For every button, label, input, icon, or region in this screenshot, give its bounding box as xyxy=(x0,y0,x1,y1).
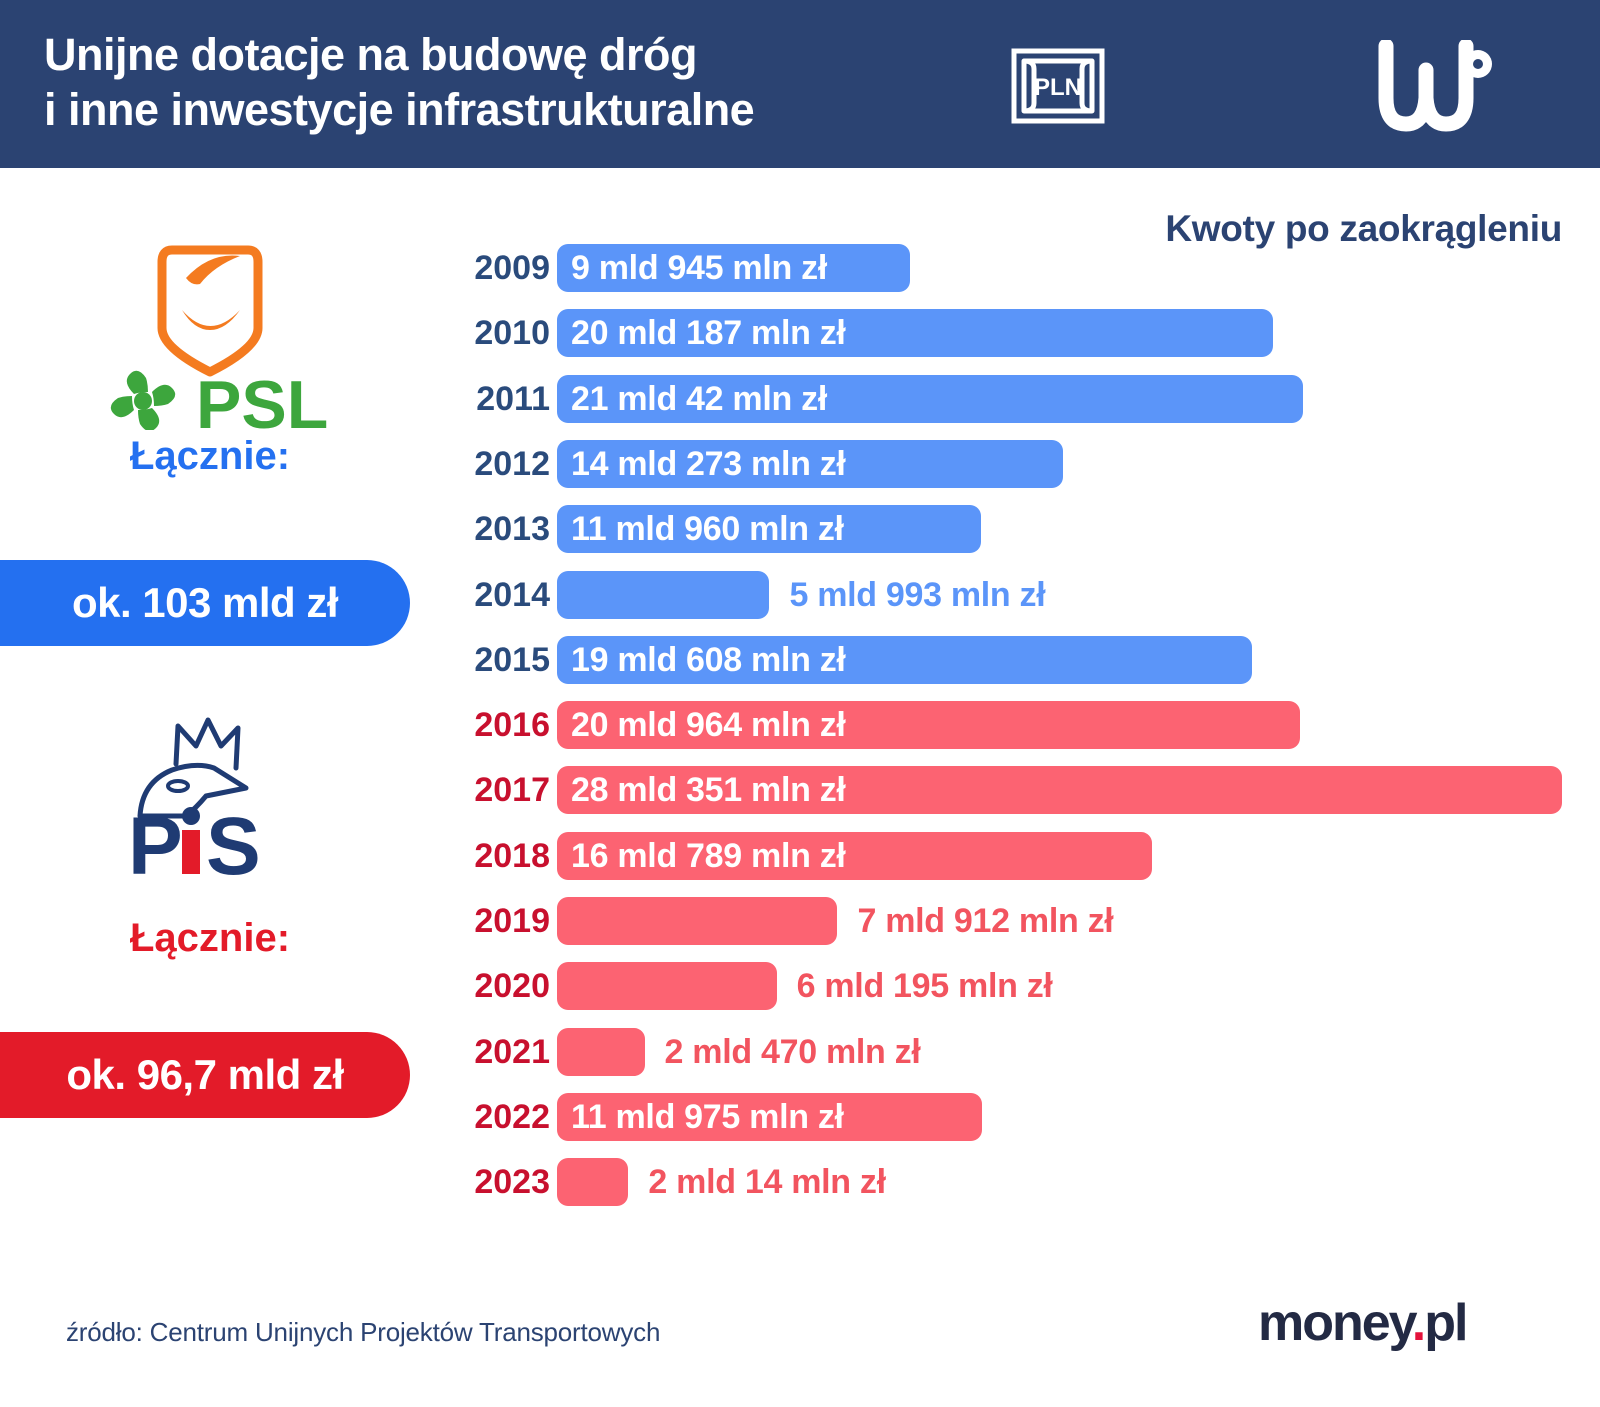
bar-year-label: 2023 xyxy=(474,1163,550,1202)
chart-row: 2021 2 mld 470 mln zł xyxy=(0,1027,1600,1077)
chart-row: 2011 21 mld 42 mln zł xyxy=(0,374,1600,424)
chart-row: 2012 14 mld 273 mln zł xyxy=(0,439,1600,489)
svg-text:P: P xyxy=(128,801,183,892)
bar xyxy=(557,244,910,292)
pln-badge-icon: PLN xyxy=(1010,47,1106,125)
bar xyxy=(557,1092,982,1141)
bar xyxy=(557,374,1303,423)
bar-year-label: 2020 xyxy=(474,967,550,1006)
bar-value-label: 11 mld 960 mln zł xyxy=(571,510,844,549)
bar-year-label: 2011 xyxy=(476,379,550,418)
money-logo-suffix: pl xyxy=(1424,1294,1468,1352)
bar xyxy=(557,897,838,945)
bar xyxy=(557,766,1563,815)
bar-value-label: 11 mld 975 mln zł xyxy=(571,1097,844,1136)
bar xyxy=(557,962,777,1011)
page-title: Unijne dotacje na budowę dróg i inne inw… xyxy=(44,29,755,135)
bar-value-label: 2 mld 470 mln zł xyxy=(664,1032,921,1071)
bar-value-label: 2 mld 14 mln zł xyxy=(648,1163,886,1202)
bar-value-label: 6 mld 195 mln zł xyxy=(796,967,1053,1006)
bar-year-label: 2010 xyxy=(474,314,550,353)
chart-row: 2016 20 mld 964 mln zł xyxy=(0,700,1600,750)
money-logo-dot: . xyxy=(1411,1294,1427,1352)
psl-total-pill: ok. 103 mld zł xyxy=(0,560,410,646)
bar-value-label: 16 mld 789 mln zł xyxy=(571,836,846,875)
bar xyxy=(557,701,1301,750)
pln-badge-label: PLN xyxy=(1034,74,1082,101)
pis-total-pill: ok. 96,7 mld zł xyxy=(0,1032,410,1118)
bar-year-label: 2013 xyxy=(474,510,550,549)
chart-row: 2019 7 mld 912 mln zł xyxy=(0,896,1600,946)
chart-row: 2015 19 mld 608 mln zł xyxy=(0,635,1600,685)
pis-logo: P S PiS xyxy=(0,712,420,912)
chart-row: 2018 16 mld 789 mln zł xyxy=(0,831,1600,881)
bar-year-label: 2022 xyxy=(474,1097,550,1136)
chart-row: 2013 11 mld 960 mln zł xyxy=(0,504,1600,554)
bar-value-label: 20 mld 964 mln zł xyxy=(571,706,846,745)
chart-row: 2017 28 mld 351 mln zł xyxy=(0,765,1600,815)
source-note: źródło: Centrum Unijnych Projektów Trans… xyxy=(66,1317,661,1347)
bar-value-label: 28 mld 351 mln zł xyxy=(571,771,846,810)
bar-value-label: 9 mld 945 mln zł xyxy=(571,249,827,287)
bar xyxy=(557,831,1153,880)
money-logo-main: money xyxy=(1258,1294,1414,1352)
bar-value-label: 21 mld 42 mln zł xyxy=(571,379,827,418)
bar xyxy=(557,1158,629,1207)
bar-year-label: 2018 xyxy=(474,836,550,875)
party-block-pis: P S PiS Łącznie: ok. 96,7 mld zł xyxy=(0,712,420,1118)
svg-text:S: S xyxy=(206,801,261,892)
bar xyxy=(557,635,1253,684)
psl-total-label: Łącznie: xyxy=(129,434,291,478)
chart-row: 2014 5 mld 993 mln zł xyxy=(0,570,1600,620)
bar-value-label: 19 mld 608 mln zł xyxy=(571,640,846,679)
bar-year-label: 2012 xyxy=(474,444,550,483)
bar-year-label: 2016 xyxy=(474,706,550,745)
bar xyxy=(557,439,1063,488)
rounding-note: Kwoty po zaokrągleniu xyxy=(1165,208,1562,249)
bar-year-label: 2014 xyxy=(474,575,550,614)
bar xyxy=(557,309,1273,358)
bar-year-label: 2009 xyxy=(474,249,550,287)
party-block-psl: PSL Łącznie: ok. 103 mld zł xyxy=(0,230,420,646)
chart-row: 2023 2 mld 14 mln zł xyxy=(0,1157,1600,1207)
wp-logo-icon xyxy=(1378,38,1496,132)
bar-value-label: 14 mld 273 mln zł xyxy=(571,444,846,483)
money-pl-logo: money.pl xyxy=(1258,1293,1468,1353)
chart-row: 2022 11 mld 975 mln zł xyxy=(0,1092,1600,1142)
chart-row: 2020 6 mld 195 mln zł xyxy=(0,961,1600,1011)
psl-total-value: ok. 103 mld zł xyxy=(71,579,339,626)
bar xyxy=(557,505,981,554)
bar-value-label: 7 mld 912 mln zł xyxy=(857,902,1114,940)
bar-year-label: 2021 xyxy=(474,1032,550,1071)
pis-total-label: Łącznie: xyxy=(129,916,291,960)
chart-row: 2010 20 mld 187 mln zł xyxy=(0,308,1600,358)
bar-year-label: 2019 xyxy=(474,902,550,940)
bar-year-label: 2015 xyxy=(474,640,550,679)
header-banner: Unijne dotacje na budowę dróg i inne inw… xyxy=(0,0,1600,168)
pis-total-value: ok. 96,7 mld zł xyxy=(66,1051,344,1098)
bar-year-label: 2017 xyxy=(474,771,550,810)
bar xyxy=(557,1027,645,1076)
chart-row: 2009 9 mld 945 mln zł xyxy=(0,243,1600,293)
bar-value-label: 5 mld 993 mln zł xyxy=(789,575,1046,614)
bar-value-label: 20 mld 187 mln zł xyxy=(571,314,846,353)
bar xyxy=(557,570,770,619)
